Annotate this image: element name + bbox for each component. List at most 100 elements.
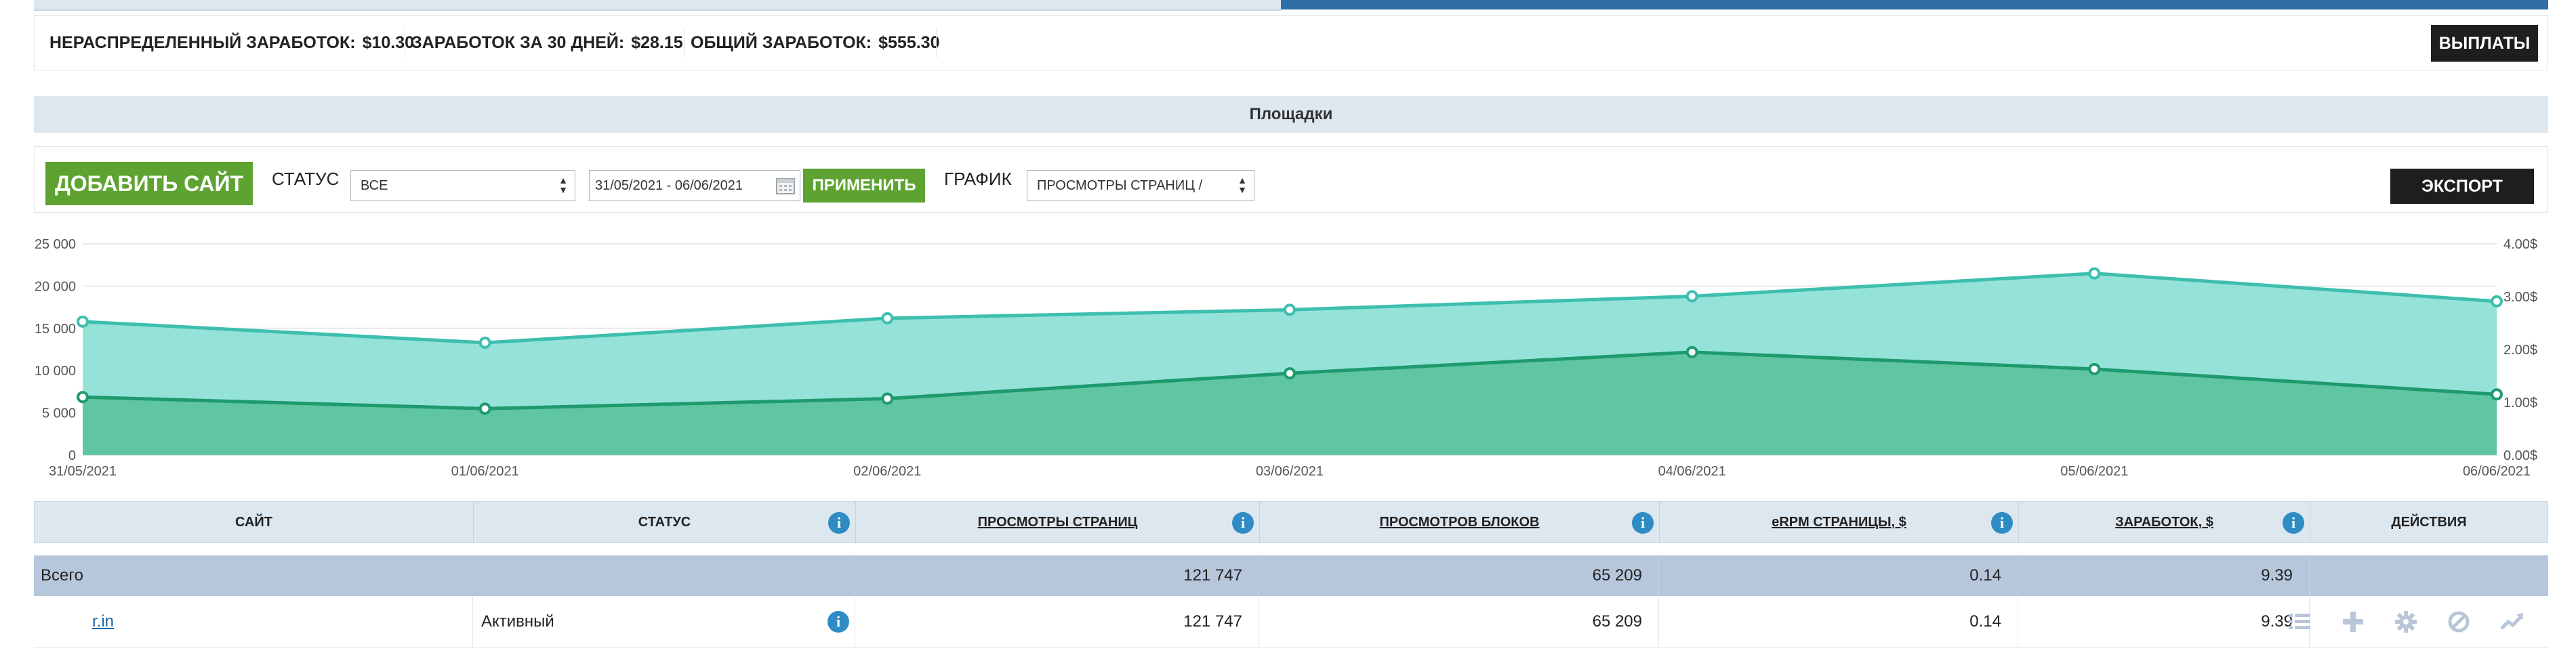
table-row: r.in Активный i 121 747 65 209 0.14 9.39 (34, 596, 2548, 648)
total-erpm: 0.14 (1659, 555, 2018, 596)
header-status-label: СТАТУС (638, 514, 691, 530)
x-axis-tick-label: 01/06/2021 (451, 464, 519, 479)
header-site-label: САЙТ (235, 514, 272, 530)
total-earnings-label: ОБЩИЙ ЗАРАБОТОК: (691, 33, 872, 52)
stats-chart: 0 5 000 10 000 15 000 20 000 25 000 0.00$ 1.00$… (0, 224, 2576, 488)
status-select[interactable]: ВСЕ ▲ ▼ (350, 170, 575, 201)
select-arrows-icon: ▲ ▼ (1238, 175, 1247, 195)
status-label: СТАТУС (272, 169, 340, 189)
plus-icon[interactable] (2338, 607, 2368, 637)
x-axis-tick-label: 05/06/2021 (2060, 464, 2128, 479)
status-select-value: ВСЕ (361, 177, 388, 193)
data-point (1284, 367, 1296, 380)
x-axis-tick-label: 02/06/2021 (853, 464, 921, 479)
undistributed-label: НЕРАСПРЕДЕЛЕННЫЙ ЗАРАБОТОК: (49, 33, 356, 52)
info-icon[interactable]: i (2283, 512, 2304, 534)
apply-button[interactable]: ПРИМЕНИТЬ (803, 169, 925, 203)
chart-label: ГРАФИК (944, 169, 1012, 189)
sites-table: САЙТ СТАТУС i ПРОСМОТРЫ СТРАНИЦ i ПРОСМОТР… (34, 501, 2548, 648)
header-blockviews[interactable]: ПРОСМОТРОВ БЛОКОВ i (1260, 502, 1660, 543)
header-actions-label: ДЕЙСТВИЯ (2391, 514, 2467, 530)
gear-icon[interactable] (2391, 607, 2421, 637)
header-erpm[interactable]: eRPM СТРАНИЦЫ, $ i (1660, 502, 2019, 543)
table-header: САЙТ СТАТУС i ПРОСМОТРЫ СТРАНИЦ i ПРОСМОТР… (34, 501, 2548, 543)
header-erpm-label: eRPM СТРАНИЦЫ, $ (1772, 514, 1906, 530)
info-icon[interactable]: i (827, 611, 849, 633)
total-earnings: ОБЩИЙ ЗАРАБОТОК: $555.30 (691, 16, 940, 70)
right-axis-tick-label: 3.00$ (2503, 290, 2537, 305)
header-earnings[interactable]: ЗАРАБОТОК, $ i (2019, 502, 2310, 543)
site-link[interactable]: r.in (92, 612, 115, 631)
data-point (77, 391, 89, 404)
data-point (1685, 345, 1698, 358)
header-earnings-label: ЗАРАБОТОК, $ (2115, 514, 2213, 530)
info-icon[interactable]: i (828, 512, 850, 534)
data-point (1685, 290, 1698, 303)
header-blockviews-label: ПРОСМОТРОВ БЛОКОВ (1379, 514, 1540, 530)
x-axis-tick-label: 04/06/2021 (1658, 464, 1726, 479)
payouts-button[interactable]: ВЫПЛАТЫ (2431, 25, 2538, 62)
x-axis-tick-label: 06/06/2021 (2463, 464, 2531, 479)
header-pageviews-label: ПРОСМОТРЫ СТРАНИЦ (977, 514, 1138, 530)
x-axis-tick-label: 31/05/2021 (49, 464, 117, 479)
tab-active[interactable] (1281, 0, 2548, 9)
data-point (2491, 388, 2503, 401)
data-point (2491, 295, 2503, 308)
info-icon[interactable]: i (1632, 512, 1654, 534)
tab-inactive[interactable] (34, 0, 1281, 11)
total-blockviews: 65 209 (1259, 555, 1659, 596)
site-cell: r.in (34, 596, 473, 648)
right-axis-tick-label: 2.00$ (2503, 343, 2537, 358)
data-point (1284, 303, 1296, 316)
data-point (478, 337, 491, 349)
list-icon[interactable] (2285, 607, 2314, 637)
right-axis-tick-label: 1.00$ (2503, 396, 2537, 410)
chart-select-value: ПРОСМОТРЫ СТРАНИЦ / (1037, 177, 1203, 193)
header-site[interactable]: САЙТ (35, 502, 474, 543)
block-icon[interactable] (2444, 607, 2474, 637)
left-axis-tick-label: 10 000 (35, 364, 76, 379)
earnings-30-days: ЗАРАБОТОК ЗА 30 ДНЕЙ: $28.15 (411, 16, 683, 70)
data-point (881, 392, 894, 405)
data-point (2088, 362, 2101, 375)
earnings-30-value: $28.15 (631, 33, 683, 52)
undistributed-earnings: НЕРАСПРЕДЕЛЕННЫЙ ЗАРАБОТОК: $10.30 (49, 16, 414, 70)
info-icon[interactable]: i (1991, 512, 2013, 534)
filter-toolbar: ДОБАВИТЬ САЙТ СТАТУС ВСЕ ▲ ▼ 31/05/2021 -… (34, 146, 2548, 213)
chart-metric-select[interactable]: ПРОСМОТРЫ СТРАНИЦ / ▲ ▼ (1027, 170, 1254, 201)
header-pageviews[interactable]: ПРОСМОТРЫ СТРАНИЦ i (856, 502, 1260, 543)
total-earnings: 9.39 (2018, 555, 2310, 596)
left-axis-tick-label: 25 000 (35, 237, 76, 252)
date-range-value: 31/05/2021 - 06/06/2021 (595, 177, 743, 193)
status-value: Активный (481, 612, 554, 631)
right-axis-tick-label: 4.00$ (2503, 237, 2537, 252)
row-actions (2264, 596, 2548, 648)
header-status[interactable]: СТАТУС i (474, 502, 856, 543)
left-axis-tick-label: 0 (68, 448, 76, 463)
info-icon[interactable]: i (1232, 512, 1254, 534)
data-point (478, 402, 491, 415)
blockviews-cell: 65 209 (1259, 596, 1659, 648)
total-earnings-value: $555.30 (878, 33, 940, 52)
earnings-30-label: ЗАРАБОТОК ЗА 30 ДНЕЙ: (411, 33, 625, 52)
trend-icon[interactable] (2497, 607, 2527, 637)
header-actions: ДЕЙСТВИЯ (2310, 502, 2548, 543)
export-button[interactable]: ЭКСПОРТ (2390, 169, 2534, 204)
divider (936, 28, 937, 58)
total-pageviews: 121 747 (855, 555, 1259, 596)
section-title: Площадки (34, 96, 2548, 133)
left-axis-tick-label: 5 000 (42, 406, 76, 421)
erpm-cell: 0.14 (1659, 596, 2018, 648)
left-axis-tick-label: 15 000 (35, 322, 76, 337)
x-axis-tick-label: 03/06/2021 (1256, 464, 1324, 479)
calendar-icon[interactable] (775, 176, 796, 195)
left-axis-tick-label: 20 000 (35, 279, 76, 294)
total-row: Всего 121 747 65 209 0.14 9.39 (34, 555, 2548, 596)
status-cell: Активный i (473, 596, 855, 648)
date-range-input[interactable]: 31/05/2021 - 06/06/2021 (589, 170, 800, 201)
data-point (77, 315, 89, 328)
pageviews-cell: 121 747 (855, 596, 1259, 648)
data-point (2088, 267, 2101, 280)
top-tabs (34, 0, 2548, 11)
add-site-button[interactable]: ДОБАВИТЬ САЙТ (45, 162, 253, 205)
